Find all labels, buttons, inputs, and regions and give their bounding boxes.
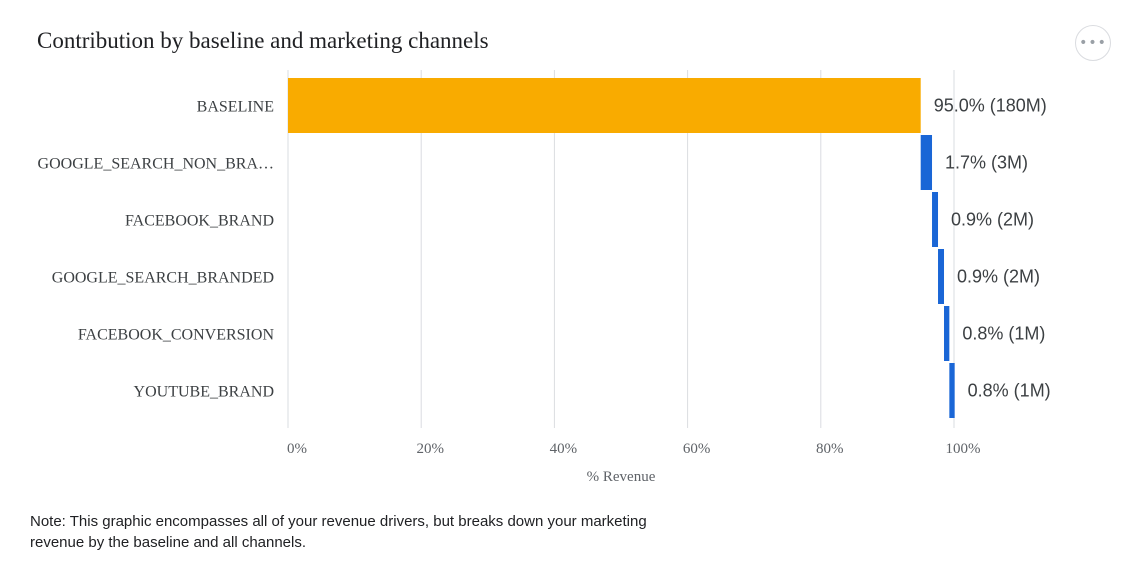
bar — [288, 78, 921, 133]
more-options-button[interactable]: ••• — [1075, 25, 1111, 61]
data-label: 0.8% (1M) — [968, 381, 1051, 401]
bars — [288, 78, 955, 418]
category-label: GOOGLE_SEARCH_BRANDED — [52, 270, 274, 287]
category-label: FACEBOOK_CONVERSION — [78, 327, 275, 344]
chart-title: Contribution by baseline and marketing c… — [37, 28, 489, 53]
category-label: FACEBOOK_BRAND — [125, 213, 274, 230]
bar — [938, 249, 945, 304]
data-label: 0.9% (2M) — [951, 210, 1034, 230]
bar — [944, 306, 950, 361]
x-tick-label: 100% — [946, 441, 981, 457]
data-label: 0.9% (2M) — [957, 267, 1040, 287]
x-axis-title: % Revenue — [587, 469, 656, 485]
bar — [932, 192, 939, 247]
category-label: GOOGLE_SEARCH_NON_BRA… — [38, 156, 274, 173]
x-tick-label: 60% — [683, 441, 711, 457]
contribution-bar-chart: 0% 20% 40% 60% 80% 100% BASELINE 95.0% (180M) GO… — [38, 70, 1051, 485]
bar — [920, 135, 933, 190]
bar — [949, 363, 955, 418]
x-tick-label: 20% — [416, 441, 444, 457]
data-label: 0.8% (1M) — [962, 324, 1045, 344]
category-label: BASELINE — [197, 99, 274, 116]
chart-note: Note: This graphic encompasses all of yo… — [30, 513, 647, 551]
category-label: YOUTUBE_BRAND — [134, 384, 274, 401]
x-tick-label: 80% — [816, 441, 844, 457]
more-horizontal-icon: ••• — [1079, 35, 1107, 51]
x-tick-label: 40% — [550, 441, 578, 457]
x-tick-label: 0% — [287, 441, 307, 457]
labels: 0% 20% 40% 60% 80% 100% BASELINE 95.0% (180M) GO… — [38, 96, 1051, 458]
data-label: 1.7% (3M) — [945, 153, 1028, 173]
data-label: 95.0% (180M) — [934, 96, 1047, 116]
